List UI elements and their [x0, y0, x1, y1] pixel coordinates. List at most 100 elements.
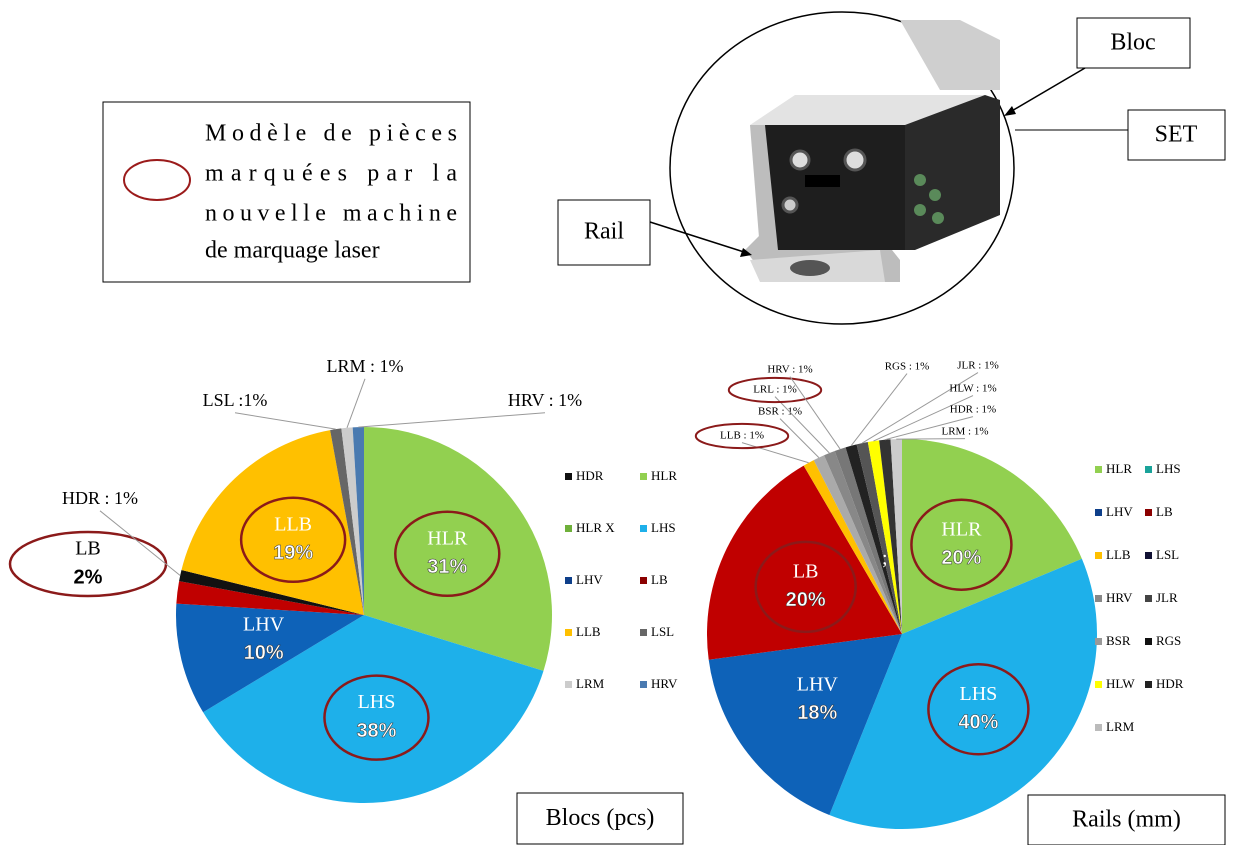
outside-label: HDR : 1% — [62, 488, 138, 508]
legend-swatch — [565, 577, 572, 584]
legend-swatch — [565, 629, 572, 636]
legend-swatch — [640, 629, 647, 636]
value-label: 31% — [427, 556, 467, 578]
pie-slice — [203, 615, 544, 803]
product-image — [745, 20, 1000, 282]
pie-slice — [176, 603, 364, 713]
legend-swatch — [1145, 552, 1152, 559]
legend-swatch — [565, 525, 572, 532]
diagram-label: Bloc — [1110, 30, 1155, 56]
legend-label: LLB — [576, 624, 601, 639]
legend-swatch — [565, 473, 572, 480]
value-label: 20% — [786, 589, 826, 611]
outside-label: BSR : 1% — [758, 406, 802, 418]
legend-swatch — [1145, 681, 1152, 688]
outside-label: RGS : 1% — [885, 361, 930, 373]
outside-label: LLB : 1% — [720, 430, 764, 442]
legend-swatch — [1095, 638, 1102, 645]
highlight — [727, 376, 823, 404]
chart-title: Blocs (pcs) — [546, 805, 655, 831]
outside-label: HDR : 1% — [950, 404, 996, 416]
legend-label: LHS — [651, 520, 676, 535]
pie-slice — [813, 455, 902, 634]
legend-swatch — [1095, 466, 1102, 473]
legend-label: HLW — [1106, 676, 1135, 691]
leader-line — [358, 412, 546, 428]
legend-swatch — [640, 577, 647, 584]
pie-slice — [341, 427, 364, 615]
legend-label: HRV — [1106, 590, 1133, 605]
outside-label: LRL : 1% — [753, 384, 797, 396]
pie-slice — [856, 442, 902, 634]
outside-label: JLR : 1% — [957, 360, 999, 372]
arrow — [649, 221, 745, 253]
highlight — [239, 496, 347, 583]
leader-line — [884, 416, 974, 441]
value-label: 40% — [958, 712, 998, 734]
outside-label: HRV : 1% — [508, 390, 582, 410]
outside-label: LRM : 1% — [941, 426, 988, 438]
label-box — [1127, 109, 1226, 161]
value-label: 38% — [356, 720, 396, 742]
leader-line — [789, 376, 841, 450]
legend-swatch — [1145, 509, 1152, 516]
outside-label: LRM : 1% — [326, 356, 403, 376]
legend-label: LB — [1156, 504, 1173, 519]
pie-slice — [867, 440, 902, 634]
pie-slice — [330, 428, 364, 615]
diagram-label: Rail — [584, 219, 624, 245]
title-box — [516, 792, 684, 845]
legend-label: HLR X — [576, 520, 615, 535]
pie-slice — [879, 439, 902, 634]
legend-label: LHS — [1156, 461, 1181, 476]
legend-label: LHV — [576, 572, 603, 587]
legend-swatch — [1145, 466, 1152, 473]
key-line: nouvelle machine — [205, 201, 457, 227]
legend-label: RGS — [1156, 633, 1181, 648]
value-label: 20% — [941, 547, 981, 569]
slice-label: LHS — [358, 691, 396, 713]
pie-slice — [829, 558, 1098, 830]
legend-label: HDR — [576, 468, 604, 483]
arrow — [1009, 67, 1086, 113]
legend-label: LSL — [651, 624, 674, 639]
outside-label: LSL :1% — [203, 390, 268, 410]
pie-slice — [803, 460, 902, 634]
legend-label: LRM — [1106, 719, 1135, 734]
slice-label: LHV — [243, 613, 285, 635]
legend-swatch — [1145, 638, 1152, 645]
slice-label: LB — [793, 560, 819, 582]
slice-label: HLR — [427, 527, 468, 549]
chart-title: Rails (mm) — [1072, 807, 1181, 833]
pie-slice — [707, 465, 902, 660]
legend-swatch — [1095, 724, 1102, 731]
label-box — [557, 199, 651, 266]
pie-slice — [845, 444, 902, 634]
value-label: 2% — [74, 566, 103, 588]
slice-label: LB — [75, 538, 101, 560]
legend-swatch — [1095, 509, 1102, 516]
legend-swatch — [1095, 595, 1102, 602]
leader-line — [873, 395, 974, 442]
legend-swatch — [640, 681, 647, 688]
diagram-label: SET — [1155, 122, 1198, 148]
value-label: 10% — [244, 642, 284, 664]
slice-label: LHV — [797, 673, 839, 695]
leader-line — [99, 510, 181, 576]
leader-line — [234, 412, 336, 430]
pie-slice — [708, 634, 902, 815]
highlight — [754, 540, 857, 634]
legend-label: HDR — [1156, 676, 1184, 691]
pie-slice — [824, 450, 902, 634]
highlight — [910, 498, 1013, 591]
slice-label: HLR — [941, 518, 982, 540]
leader-line — [741, 442, 809, 464]
value-label: 19% — [273, 542, 313, 564]
annotation: ; — [882, 548, 888, 570]
arrow-head — [740, 248, 752, 257]
leader-line — [346, 378, 366, 428]
legend-label: BSR — [1106, 633, 1131, 648]
highlight — [927, 663, 1030, 756]
pie-slice — [902, 439, 1082, 634]
